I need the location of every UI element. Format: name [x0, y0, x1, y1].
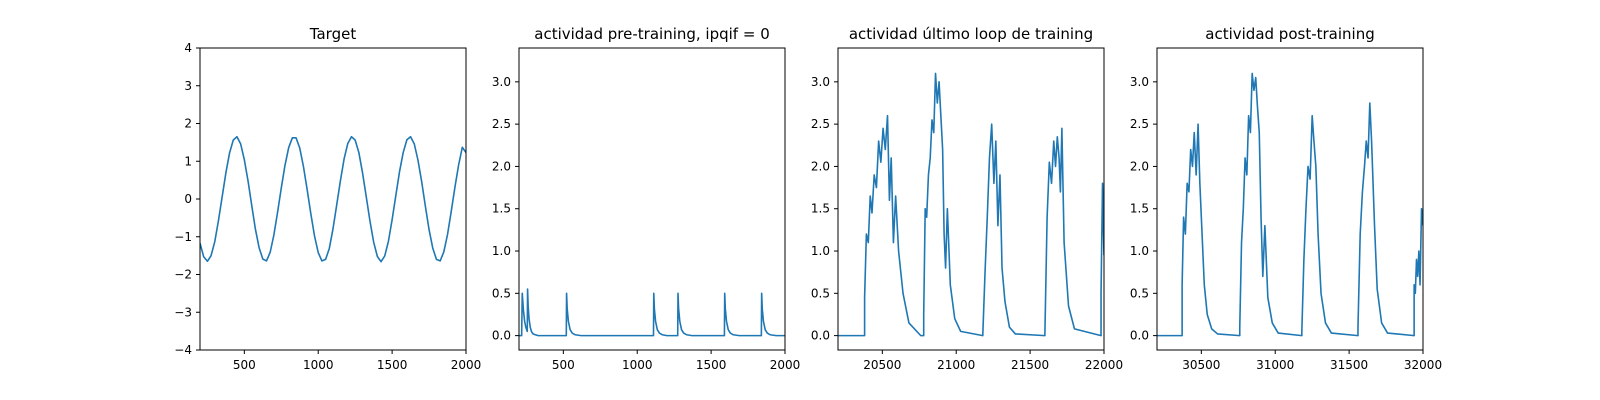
x-tick-label: 32000 [1404, 358, 1442, 372]
y-tick-label: −4 [174, 343, 192, 357]
y-tick-label: 0.5 [492, 286, 511, 300]
y-tick-label: 1.0 [1130, 244, 1149, 258]
x-tick-label: 500 [552, 358, 575, 372]
y-tick-label: 2.5 [492, 117, 511, 131]
x-tick-label: 21500 [1011, 358, 1049, 372]
y-tick-label: −3 [174, 305, 192, 319]
y-tick-label: 4 [184, 41, 192, 55]
x-tick-label: 22000 [1085, 358, 1123, 372]
series-line-1 [200, 135, 466, 263]
x-tick-label: 1000 [622, 358, 653, 372]
y-tick-label: −2 [174, 268, 192, 282]
axes-frame [199, 47, 467, 351]
y-tick-label: 2.5 [1130, 117, 1149, 131]
y-tick-label: 1.0 [492, 244, 511, 258]
x-tick-label: 21000 [937, 358, 975, 372]
subplot-3: 20500 21000 21500 22000 0.0 0.5 1.0 1.5 2.0 2.5 3.… [811, 25, 1123, 372]
y-tick-label: 2 [184, 117, 192, 131]
y-tick-label: 3 [184, 79, 192, 93]
axes-frame [1156, 47, 1424, 351]
y-tick-label: 3.0 [811, 75, 830, 89]
y-tick-label: 2.0 [492, 159, 511, 173]
axes-frame [518, 47, 786, 351]
y-tick-label: 0.0 [811, 329, 830, 343]
x-tick-label: 1500 [696, 358, 727, 372]
chart-title: actividad post-training [1205, 25, 1374, 43]
subplot-2: 500 1000 1500 2000 0.0 0.5 1.0 1.5 2.0 2.5 3.0 acti… [492, 25, 800, 372]
y-tick-label: 0 [184, 192, 192, 206]
y-tick-label: 2.0 [1130, 159, 1149, 173]
x-tick-label: 1000 [303, 358, 334, 372]
series-line-1 [519, 288, 785, 337]
x-tick-label: 500 [233, 358, 256, 372]
y-tick-label: 3.0 [492, 75, 511, 89]
y-tick-label: 0.5 [811, 286, 830, 300]
x-tick-label: 1500 [377, 358, 408, 372]
y-tick-label: 2.5 [811, 117, 830, 131]
x-tick-label: 20500 [863, 358, 901, 372]
x-tick-label: 2000 [770, 358, 801, 372]
chart-title: actividad pre-training, ipqif = 0 [534, 25, 770, 43]
subplot-1: 500 1000 1500 2000 −4 −3 −2 −1 0 1 2 3 4 Target [174, 25, 481, 372]
y-tick-label: 1 [184, 154, 192, 168]
x-tick-label: 31000 [1256, 358, 1294, 372]
y-tick-label: 1.5 [492, 202, 511, 216]
y-tick-label: −1 [174, 230, 192, 244]
x-tick-label: 30500 [1182, 358, 1220, 372]
chart-title: Target [309, 25, 357, 43]
y-tick-label: 2.0 [811, 159, 830, 173]
x-tick-label: 31500 [1330, 358, 1368, 372]
axes-frame [837, 47, 1105, 351]
y-tick-label: 1.5 [811, 202, 830, 216]
y-tick-label: 1.5 [1130, 202, 1149, 216]
chart-title: actividad último loop de training [849, 25, 1093, 43]
y-tick-label: 0.0 [492, 329, 511, 343]
subplot-4: 30500 31000 31500 32000 0.0 0.5 1.0 1.5 2.0 2.5 3.… [1130, 25, 1442, 372]
series-line-1 [838, 72, 1104, 337]
series-line-1 [1157, 72, 1423, 337]
y-tick-label: 0.5 [1130, 286, 1149, 300]
x-tick-label: 2000 [451, 358, 482, 372]
y-tick-label: 0.0 [1130, 329, 1149, 343]
y-tick-label: 3.0 [1130, 75, 1149, 89]
y-tick-label: 1.0 [811, 244, 830, 258]
